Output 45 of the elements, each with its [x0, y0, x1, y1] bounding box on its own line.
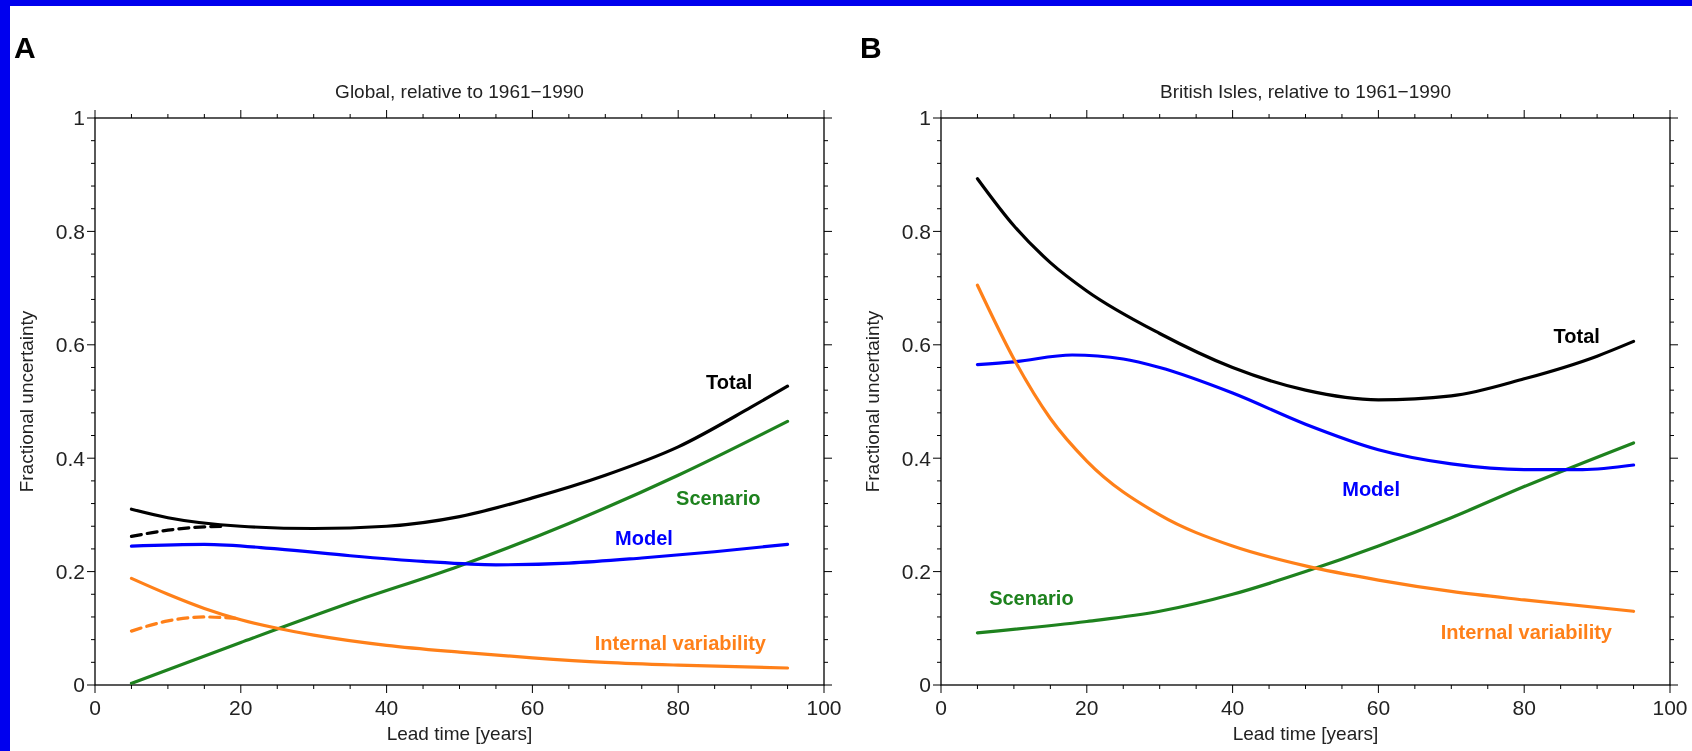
y-tick-label: 1 [919, 106, 931, 130]
y-axis-title: Fractional uncertainty [862, 310, 883, 493]
x-axis-title: Lead time [years] [386, 723, 533, 744]
line-series [975, 177, 1636, 402]
y-tick-label: 0.2 [55, 559, 85, 583]
series-label: Scenario [676, 486, 761, 509]
y-tick-label: 0.4 [901, 446, 932, 470]
x-tick-label: 80 [1512, 696, 1536, 719]
line-series [975, 353, 1636, 472]
text: B [860, 31, 882, 64]
x-tick-label: 100 [1652, 696, 1688, 719]
y-tick-label: 0.2 [901, 559, 931, 583]
line-series [975, 283, 1636, 613]
series-label: Model [615, 526, 673, 549]
x-tick-label: 40 [1220, 696, 1245, 719]
series-label: Internal variability [594, 632, 767, 655]
y-tick-label: 0.8 [55, 219, 85, 243]
series-label: Internal variability [1440, 620, 1613, 643]
series-label: Total [706, 370, 753, 393]
x-tick-label: 40 [374, 696, 399, 719]
series-label: Total [1553, 324, 1600, 347]
x-tick-label: 100 [806, 696, 842, 719]
y-tick-label: 0 [919, 673, 931, 697]
y-tick-label: 0.4 [55, 446, 86, 470]
x-tick-label: 20 [1075, 696, 1099, 719]
x-tick-label: 60 [1366, 696, 1391, 719]
y-tick-label: 1 [73, 106, 85, 130]
chart-title: British Isles, relative to 1961−1990 [1160, 81, 1451, 102]
series-label: Model [1342, 477, 1400, 500]
x-axis-title: Lead time [years] [1232, 723, 1379, 744]
x-tick-label: 80 [666, 696, 690, 719]
x-tick-label: 60 [520, 696, 545, 719]
x-tick-label: 20 [229, 696, 253, 719]
y-axis-title: Fractional uncertainty [16, 310, 37, 493]
text: A [14, 31, 36, 64]
y-tick-label: 0.6 [901, 333, 931, 357]
series-label: Scenario [989, 586, 1074, 609]
line-series [129, 576, 790, 670]
chart-title: Global, relative to 1961−1990 [335, 81, 584, 102]
y-tick-label: 0.8 [901, 219, 931, 243]
y-tick-label: 0 [73, 673, 85, 697]
x-tick-label: 0 [935, 696, 947, 719]
y-tick-label: 0.6 [55, 333, 85, 357]
x-tick-label: 0 [89, 696, 101, 719]
line-series [129, 419, 790, 685]
